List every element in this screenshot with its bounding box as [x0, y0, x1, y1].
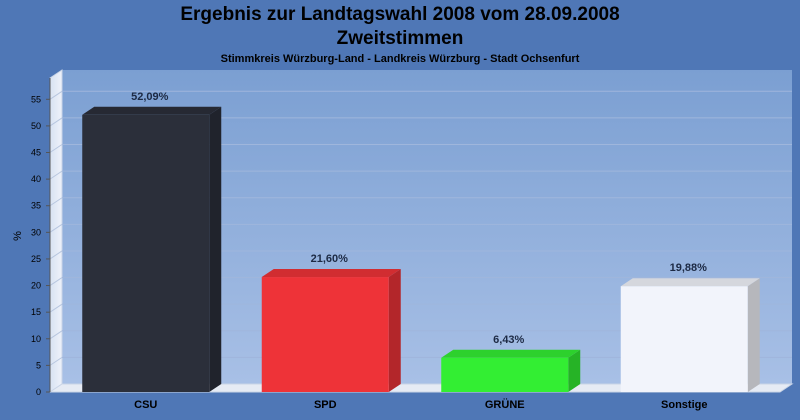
bar-front — [620, 286, 748, 392]
y-tick-label: 55 — [31, 94, 41, 104]
y-tick-label: 15 — [31, 307, 41, 317]
data-label: 6,43% — [493, 334, 524, 346]
bar-top — [261, 269, 401, 278]
bar-side — [209, 106, 222, 392]
gridline-side — [49, 90, 63, 100]
bar-top — [82, 106, 222, 115]
x-axis-labels: CSU SPD GRÜNE Sonstige — [134, 398, 707, 411]
y-tick-label: 45 — [31, 148, 41, 158]
gridline-side — [49, 197, 63, 207]
gridline-side — [49, 330, 63, 340]
bar-top — [441, 349, 581, 358]
bar-csu: 52,09% — [82, 91, 222, 392]
data-label: 52,09% — [131, 91, 169, 103]
bar-top — [620, 278, 760, 287]
y-tick-label: 5 — [36, 360, 41, 370]
x-tick-label: GRÜNE — [485, 398, 525, 411]
gridline-side — [49, 277, 63, 286]
bar-front — [441, 357, 569, 392]
chart-title: Ergebnis zur Landtagswahl 2008 vom 28.09… — [180, 4, 620, 25]
bars: 52,09% 21,60% 6,43% 19,88% — [82, 91, 760, 392]
y-tick-label: 40 — [31, 174, 41, 184]
x-tick-label: Sonstige — [661, 399, 707, 411]
bar-front — [261, 277, 389, 392]
y-tick-label: 25 — [31, 254, 41, 264]
gridline-side — [49, 303, 63, 313]
y-tick-label: 10 — [31, 334, 41, 344]
data-label: 19,88% — [670, 262, 708, 274]
bar-side — [388, 269, 401, 392]
gridline-side — [49, 144, 63, 153]
y-tick-label: 35 — [31, 201, 41, 211]
y-tick-label: 30 — [31, 227, 41, 237]
y-axis: 0 5 10 15 20 25 30 35 40 45 50 55 — [31, 78, 51, 397]
gridline-side — [49, 223, 63, 233]
gridline-side — [49, 117, 63, 127]
bar-side — [568, 349, 581, 392]
y-axis-label: % — [12, 231, 24, 241]
bar-front — [82, 114, 210, 392]
gridline-side — [49, 356, 63, 366]
y-tick-label: 50 — [31, 121, 41, 131]
chart-subtitle: Zweitstimmen — [336, 28, 464, 49]
y-tick-label: 20 — [31, 281, 41, 291]
x-tick-label: SPD — [314, 399, 337, 411]
bar-grüne: 6,43% — [441, 334, 581, 392]
chart-caption: Stimmkreis Würzburg-Land - Landkreis Wür… — [220, 53, 580, 65]
gridline-side — [49, 250, 63, 260]
data-label: 21,60% — [311, 253, 349, 265]
gridline-side — [49, 170, 63, 180]
x-tick-label: CSU — [134, 399, 157, 411]
bar-sonstige: 19,88% — [620, 262, 760, 392]
bar-spd: 21,60% — [261, 253, 401, 392]
bar-side — [747, 278, 760, 392]
y-tick-label: 0 — [36, 387, 41, 397]
